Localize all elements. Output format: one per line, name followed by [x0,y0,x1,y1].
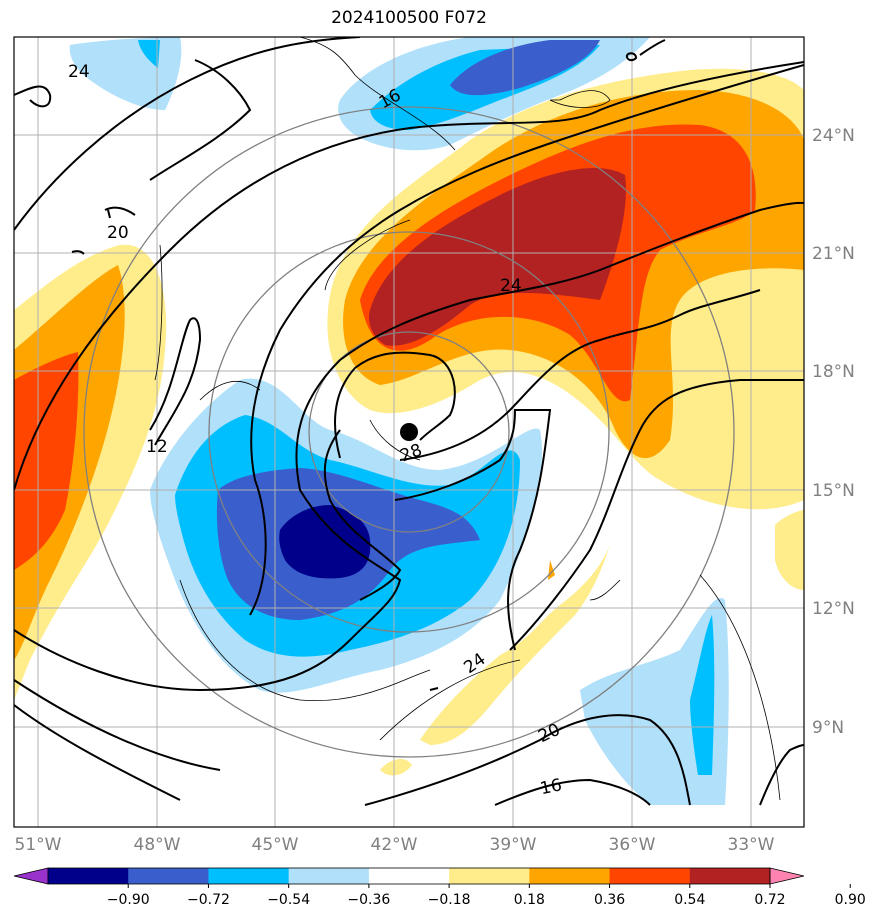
colorbar-tick-label: 0.36 [594,892,625,908]
contour-line [323,429,402,601]
warm-anomaly-darkred [368,167,626,346]
contour-line [509,379,804,651]
lat-tick: 15°N [812,481,855,501]
lat-tick-labels: 24°N 21°N 18°N 15°N 12°N 9°N [812,126,855,738]
contour-line [625,52,638,62]
colorbar-tick-label: 0.54 [674,892,705,908]
contour-label: 20 [535,720,563,747]
contour-line [14,704,181,801]
contour-label: 20 [107,223,129,243]
lat-tick: 24°N [812,126,855,146]
contour-label: 24 [500,276,522,296]
lat-tick: 9°N [812,718,844,738]
colorbar-segment [368,868,450,884]
colorbar-segment [128,868,209,884]
colorbar: −0.90 −0.72 −0.54 −0.36 −0.18 0.18 0.36 0.54 0.7… [13,867,866,908]
colorbar-tick-label: 0.18 [514,892,545,908]
contour-line [149,59,252,181]
contour-label: 16 [538,775,563,799]
thick-contours [14,37,804,806]
contour-line [104,206,136,219]
colorbar-segment [529,868,611,884]
colorbar-tick-label: −0.18 [428,892,471,908]
contour-line [14,37,361,231]
colorbar-segment [208,868,290,884]
contour-line [429,687,439,691]
lon-tick: 36°W [609,835,656,855]
storm-center-marker [400,423,418,441]
lat-tick: 21°N [812,244,855,264]
contour-line [14,679,221,771]
contour-line [149,317,202,446]
contour-line [249,64,804,616]
colorbar-tick-label: −0.90 [107,892,150,908]
colorbar-frame [47,867,771,885]
colorbar-tick-label: −0.72 [187,892,230,908]
lat-tick: 12°N [812,599,855,619]
lon-tick: 45°W [252,835,299,855]
south-warm-strip [420,545,610,745]
colorbar-segment [288,868,370,884]
contour-line [71,250,85,255]
colorbar-tick-label: 0.90 [835,892,866,908]
contour-line [394,409,552,651]
plot-frame [13,36,805,828]
colorbar-tick-label: −0.36 [347,892,390,908]
lon-tick: 51°W [15,835,62,855]
contour-line [334,351,456,459]
colorbar-segment [449,868,530,884]
lon-tick: 39°W [490,835,537,855]
colorbar-extend-low [13,867,49,885]
north-cold-blue [450,40,600,96]
lat-tick: 18°N [812,362,855,382]
colorbar-segment [48,868,129,884]
contour-line [639,39,666,56]
lon-tick: 48°W [134,835,181,855]
lon-tick: 42°W [371,835,418,855]
lon-tick-labels: 51°W 48°W 45°W 42°W 39°W 36°W 33°W [15,835,775,855]
contour-line [14,85,52,108]
contour-label: 12 [146,437,168,457]
contour-line [399,289,761,461]
contour-line [14,201,804,692]
contour-line [14,61,804,491]
contour-line [364,714,691,806]
figure-title: 2024100500 F072 [331,8,487,28]
lon-tick: 33°W [728,835,775,855]
shaded-field [14,37,804,805]
se-cold-cyan [690,615,715,775]
nw-cold-cyan [138,40,160,68]
thin-contours [154,37,781,801]
range-rings [83,106,735,758]
contour-line [494,778,651,806]
se-cold-light [580,598,729,805]
colorbar-tick-label: 0.72 [754,892,785,908]
contour-line [759,744,804,806]
east-warm-light [775,510,804,590]
sw-warm-light [380,758,412,776]
contour-label: 24 [68,62,90,82]
colorbar-segment [609,868,691,884]
west-warm-red [14,352,79,570]
colorbar-extend-high [769,867,805,885]
colorbar-segment [689,868,771,884]
colorbar-tick-label: −0.54 [267,892,310,908]
